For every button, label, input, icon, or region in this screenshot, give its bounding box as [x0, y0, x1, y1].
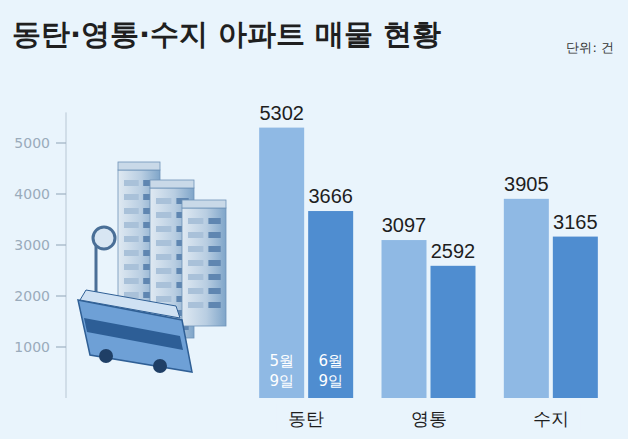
series-label-line: 6월 — [318, 352, 343, 370]
y-tick-label: 1000 — [14, 339, 50, 355]
window — [156, 282, 171, 288]
bar — [308, 211, 353, 398]
window — [208, 218, 220, 224]
window — [208, 246, 220, 252]
data-label: 5302 — [259, 102, 304, 124]
x-tick-label: 영통 — [411, 408, 447, 429]
x-tick-label: 수지 — [533, 408, 569, 429]
y-tick — [56, 346, 66, 347]
bus-roof — [80, 290, 180, 318]
background — [0, 0, 628, 439]
chart: 동탄·영통·수지 아파트 매물 현황단위: 건 1000 2000 3000 4000 5… — [0, 0, 628, 439]
x-tick-label: 동탄 — [288, 408, 324, 429]
series-label-line: 9일 — [318, 372, 343, 390]
bus-stop-sign — [93, 227, 115, 249]
window — [156, 198, 171, 204]
illustration — [78, 162, 226, 373]
bar — [431, 266, 476, 398]
window — [188, 260, 203, 266]
window — [124, 194, 139, 200]
window — [124, 222, 139, 228]
data-label: 2592 — [431, 240, 476, 262]
title: 동탄·영통·수지 아파트 매물 현황 — [12, 17, 441, 51]
building-roof — [118, 162, 160, 170]
window — [208, 274, 220, 280]
series-label-line: 5월 — [269, 352, 294, 370]
y-tick-label: 2000 — [14, 288, 50, 304]
window — [208, 260, 220, 266]
window — [124, 236, 139, 242]
window — [124, 208, 139, 214]
series-label: 6월9일 — [318, 352, 343, 390]
window — [208, 302, 220, 308]
y-tick-label: 3000 — [14, 237, 50, 253]
bus-windows — [84, 318, 183, 350]
window — [156, 226, 171, 232]
labels: 53025월9일36666월9일동탄30972592영통39053165수지 — [259, 102, 597, 432]
bus-stop-pole — [95, 240, 98, 300]
unit-label: 단위: 건 — [566, 40, 614, 55]
window — [124, 180, 139, 186]
window — [156, 240, 171, 246]
category-label-bg — [521, 404, 581, 432]
series-label: 5월9일 — [269, 352, 294, 390]
building-roof — [150, 180, 194, 188]
window — [124, 264, 139, 270]
window — [188, 232, 203, 238]
data-label: 3165 — [553, 211, 598, 233]
bar — [259, 128, 304, 398]
window — [156, 296, 171, 302]
bar — [504, 199, 549, 398]
y-tick — [56, 295, 66, 296]
window — [188, 288, 203, 294]
window — [156, 254, 171, 260]
window — [124, 278, 139, 284]
window — [156, 268, 171, 274]
category-label-bg — [276, 404, 336, 432]
window — [188, 274, 203, 280]
data-label: 3097 — [382, 214, 427, 236]
window — [188, 246, 203, 252]
building — [182, 208, 226, 326]
building-roof — [182, 200, 226, 208]
window — [188, 302, 203, 308]
y-tick — [56, 193, 66, 194]
window — [208, 232, 220, 238]
window — [156, 212, 171, 218]
bars — [259, 128, 598, 398]
bar — [553, 237, 598, 398]
data-label: 3905 — [504, 173, 549, 195]
data-label: 3666 — [308, 185, 353, 207]
y-tick-label: 5000 — [14, 135, 50, 151]
series-label-line: 9일 — [269, 372, 294, 390]
window — [188, 218, 203, 224]
bus-wheel — [99, 349, 113, 363]
bar — [382, 240, 427, 398]
window — [124, 250, 139, 256]
y-tick-label: 4000 — [14, 186, 50, 202]
bus-wheel — [153, 359, 167, 373]
y-tick — [56, 142, 66, 143]
category-label-bg — [399, 404, 459, 432]
y-axis-line — [66, 112, 67, 398]
y-tick — [56, 244, 66, 245]
window — [208, 288, 220, 294]
